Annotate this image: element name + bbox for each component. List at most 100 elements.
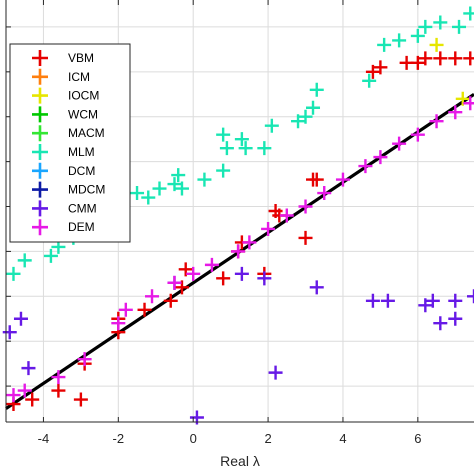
data-point: [418, 19, 433, 34]
x-tick-label: 2: [264, 431, 271, 446]
legend-entry: MACM: [32, 125, 105, 142]
data-point: [145, 289, 160, 304]
data-point: [178, 262, 193, 277]
data-point: [6, 388, 21, 403]
data-point: [433, 316, 448, 331]
x-axis-label: Real λ: [220, 453, 260, 469]
legend-marker: [32, 50, 48, 66]
series-cmm: [2, 266, 474, 425]
data-point: [433, 51, 448, 66]
legend-entry: DCM: [32, 162, 95, 179]
data-point: [6, 266, 21, 281]
data-point: [17, 253, 32, 268]
data-point: [73, 392, 88, 407]
legend-marker: [32, 181, 48, 198]
data-point: [298, 109, 313, 124]
data-point: [429, 114, 444, 129]
legend-entry: CMM: [32, 200, 97, 217]
data-point: [51, 383, 66, 398]
data-point: [373, 150, 388, 165]
data-point: [163, 293, 178, 308]
data-point: [257, 141, 272, 156]
legend-entry: DEM: [32, 219, 95, 236]
data-point: [448, 293, 463, 308]
data-point: [298, 199, 313, 214]
data-point: [204, 257, 219, 272]
data-point: [463, 6, 474, 21]
data-point: [261, 221, 276, 236]
legend-entry: VBM: [32, 50, 94, 66]
x-tick-label: -4: [38, 431, 50, 446]
legend-box: [9, 43, 131, 243]
data-point: [234, 132, 249, 147]
data-point: [317, 186, 332, 201]
data-point: [167, 275, 182, 290]
data-point: [152, 181, 167, 196]
data-point: [174, 181, 189, 196]
data-point: [279, 208, 294, 223]
data-point: [365, 64, 380, 79]
data-point: [2, 325, 17, 340]
legend-label: IOCM: [68, 89, 99, 103]
data-point: [309, 172, 324, 187]
data-point: [377, 37, 392, 52]
data-point: [167, 177, 182, 192]
series-mlm: [6, 6, 474, 281]
data-point: [309, 280, 324, 295]
data-point: [25, 392, 40, 407]
legend-label: ICM: [68, 70, 90, 84]
data-point: [433, 15, 448, 30]
data-point: [197, 172, 212, 187]
legend-label: VBM: [68, 51, 94, 65]
legend-entry: ICM: [32, 68, 90, 85]
data-points: [2, 6, 474, 425]
legend-marker: [32, 162, 48, 179]
data-point: [410, 55, 425, 70]
data-point: [118, 302, 133, 317]
data-point: [429, 37, 444, 52]
data-point: [21, 361, 36, 376]
data-point: [264, 118, 279, 133]
series-iocm: [429, 37, 470, 106]
x-tick-label: 0: [190, 431, 197, 446]
data-point: [171, 168, 186, 183]
data-point: [373, 60, 388, 75]
data-point: [392, 33, 407, 48]
data-point: [358, 159, 373, 174]
data-point: [216, 271, 231, 286]
data-point: [335, 172, 350, 187]
x-tick-label: 6: [414, 431, 421, 446]
data-point: [141, 190, 156, 205]
data-point: [448, 311, 463, 326]
legend-label: WCM: [68, 107, 98, 121]
data-point: [216, 127, 231, 142]
data-point: [291, 114, 306, 129]
legend-marker: [32, 200, 48, 217]
data-point: [452, 19, 467, 34]
data-point: [410, 28, 425, 43]
data-point: [448, 105, 463, 120]
data-point: [362, 73, 377, 88]
data-point: [238, 141, 253, 156]
legend-entry: IOCM: [32, 87, 99, 104]
data-point: [298, 230, 313, 245]
data-point: [418, 298, 433, 313]
data-point: [268, 365, 283, 380]
data-point: [467, 289, 474, 304]
legend-entry: MDCM: [32, 181, 105, 198]
data-point: [174, 280, 189, 295]
data-point: [186, 266, 201, 281]
data-point: [463, 96, 474, 111]
data-point: [219, 141, 234, 156]
data-point: [448, 51, 463, 66]
data-point: [242, 235, 257, 250]
legend-label: MLM: [68, 145, 95, 159]
data-point: [216, 163, 231, 178]
legend-marker: [32, 144, 48, 160]
legend: VBM ICM IOCM WCM MACM MLM DCM MDCM CMM DEM: [9, 43, 131, 243]
legend-label: CMM: [68, 201, 97, 215]
legend-label: DEM: [68, 220, 95, 234]
data-point: [380, 293, 395, 308]
data-point: [463, 51, 474, 66]
legend-marker: [32, 125, 48, 142]
